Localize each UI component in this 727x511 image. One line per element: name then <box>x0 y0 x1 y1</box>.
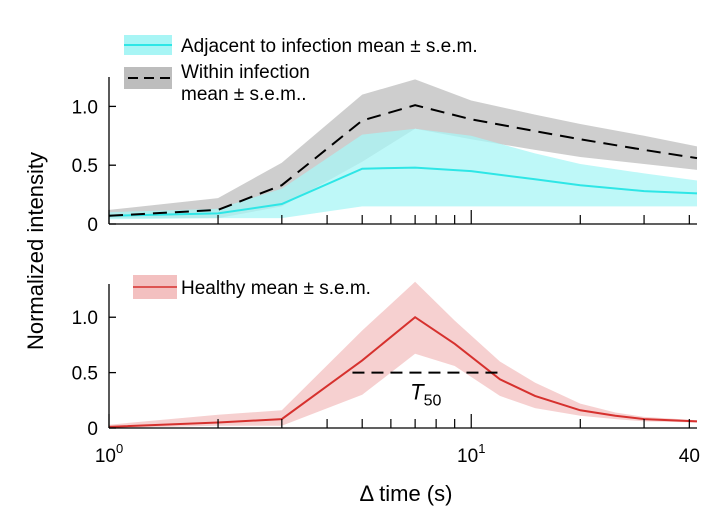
legend-label-within-line2: mean ± s.e.m.. <box>181 84 307 105</box>
x-tick-label: 101 <box>457 441 485 467</box>
bottom-legend: Healthy mean ± s.e.m. <box>133 275 371 299</box>
top-x-ticks <box>108 210 690 224</box>
y-axis-label: Normalized intensity <box>23 152 48 350</box>
x-axis-label: Δ time (s) <box>360 481 453 506</box>
y-tick-label: 1.0 <box>72 308 98 329</box>
t50-label: T50 <box>410 380 441 410</box>
within-infection-sem-band <box>109 79 697 219</box>
bottom-y-ticks: 0 0.5 1.0 <box>72 308 116 440</box>
y-tick-label: 0.5 <box>72 364 98 385</box>
legend-label-adjacent: Adjacent to infection mean ± s.e.m. <box>181 36 478 57</box>
healthy-mean-line <box>108 315 698 428</box>
within-infection-mean-line <box>108 104 698 217</box>
healthy-sem-band <box>109 281 697 428</box>
top-y-ticks: 0 0.5 1.0 <box>72 97 116 236</box>
bottom-x-ticks <box>108 414 690 428</box>
y-tick-label: 0 <box>87 419 98 440</box>
top-legend: Adjacent to infection mean ± s.e.m. With… <box>124 35 478 105</box>
adjacent-sem-band <box>109 128 697 220</box>
adjacent-mean-line <box>108 166 698 217</box>
legend-label-within-line1: Within infection <box>181 62 310 83</box>
top-panel: 0 0.5 1.0 <box>72 77 698 236</box>
y-tick-label: 0 <box>87 215 98 236</box>
x-tick-label: 100 <box>95 441 123 467</box>
y-tick-label: 0.5 <box>72 156 98 177</box>
x-tick-label: 40 <box>679 446 700 467</box>
legend-label-healthy: Healthy mean ± s.e.m. <box>181 278 371 299</box>
x-tick-labels: 100 101 40 <box>95 441 700 467</box>
bottom-panel: T50 0 0.5 1.0 <box>72 281 698 440</box>
y-tick-label: 1.0 <box>72 97 98 118</box>
